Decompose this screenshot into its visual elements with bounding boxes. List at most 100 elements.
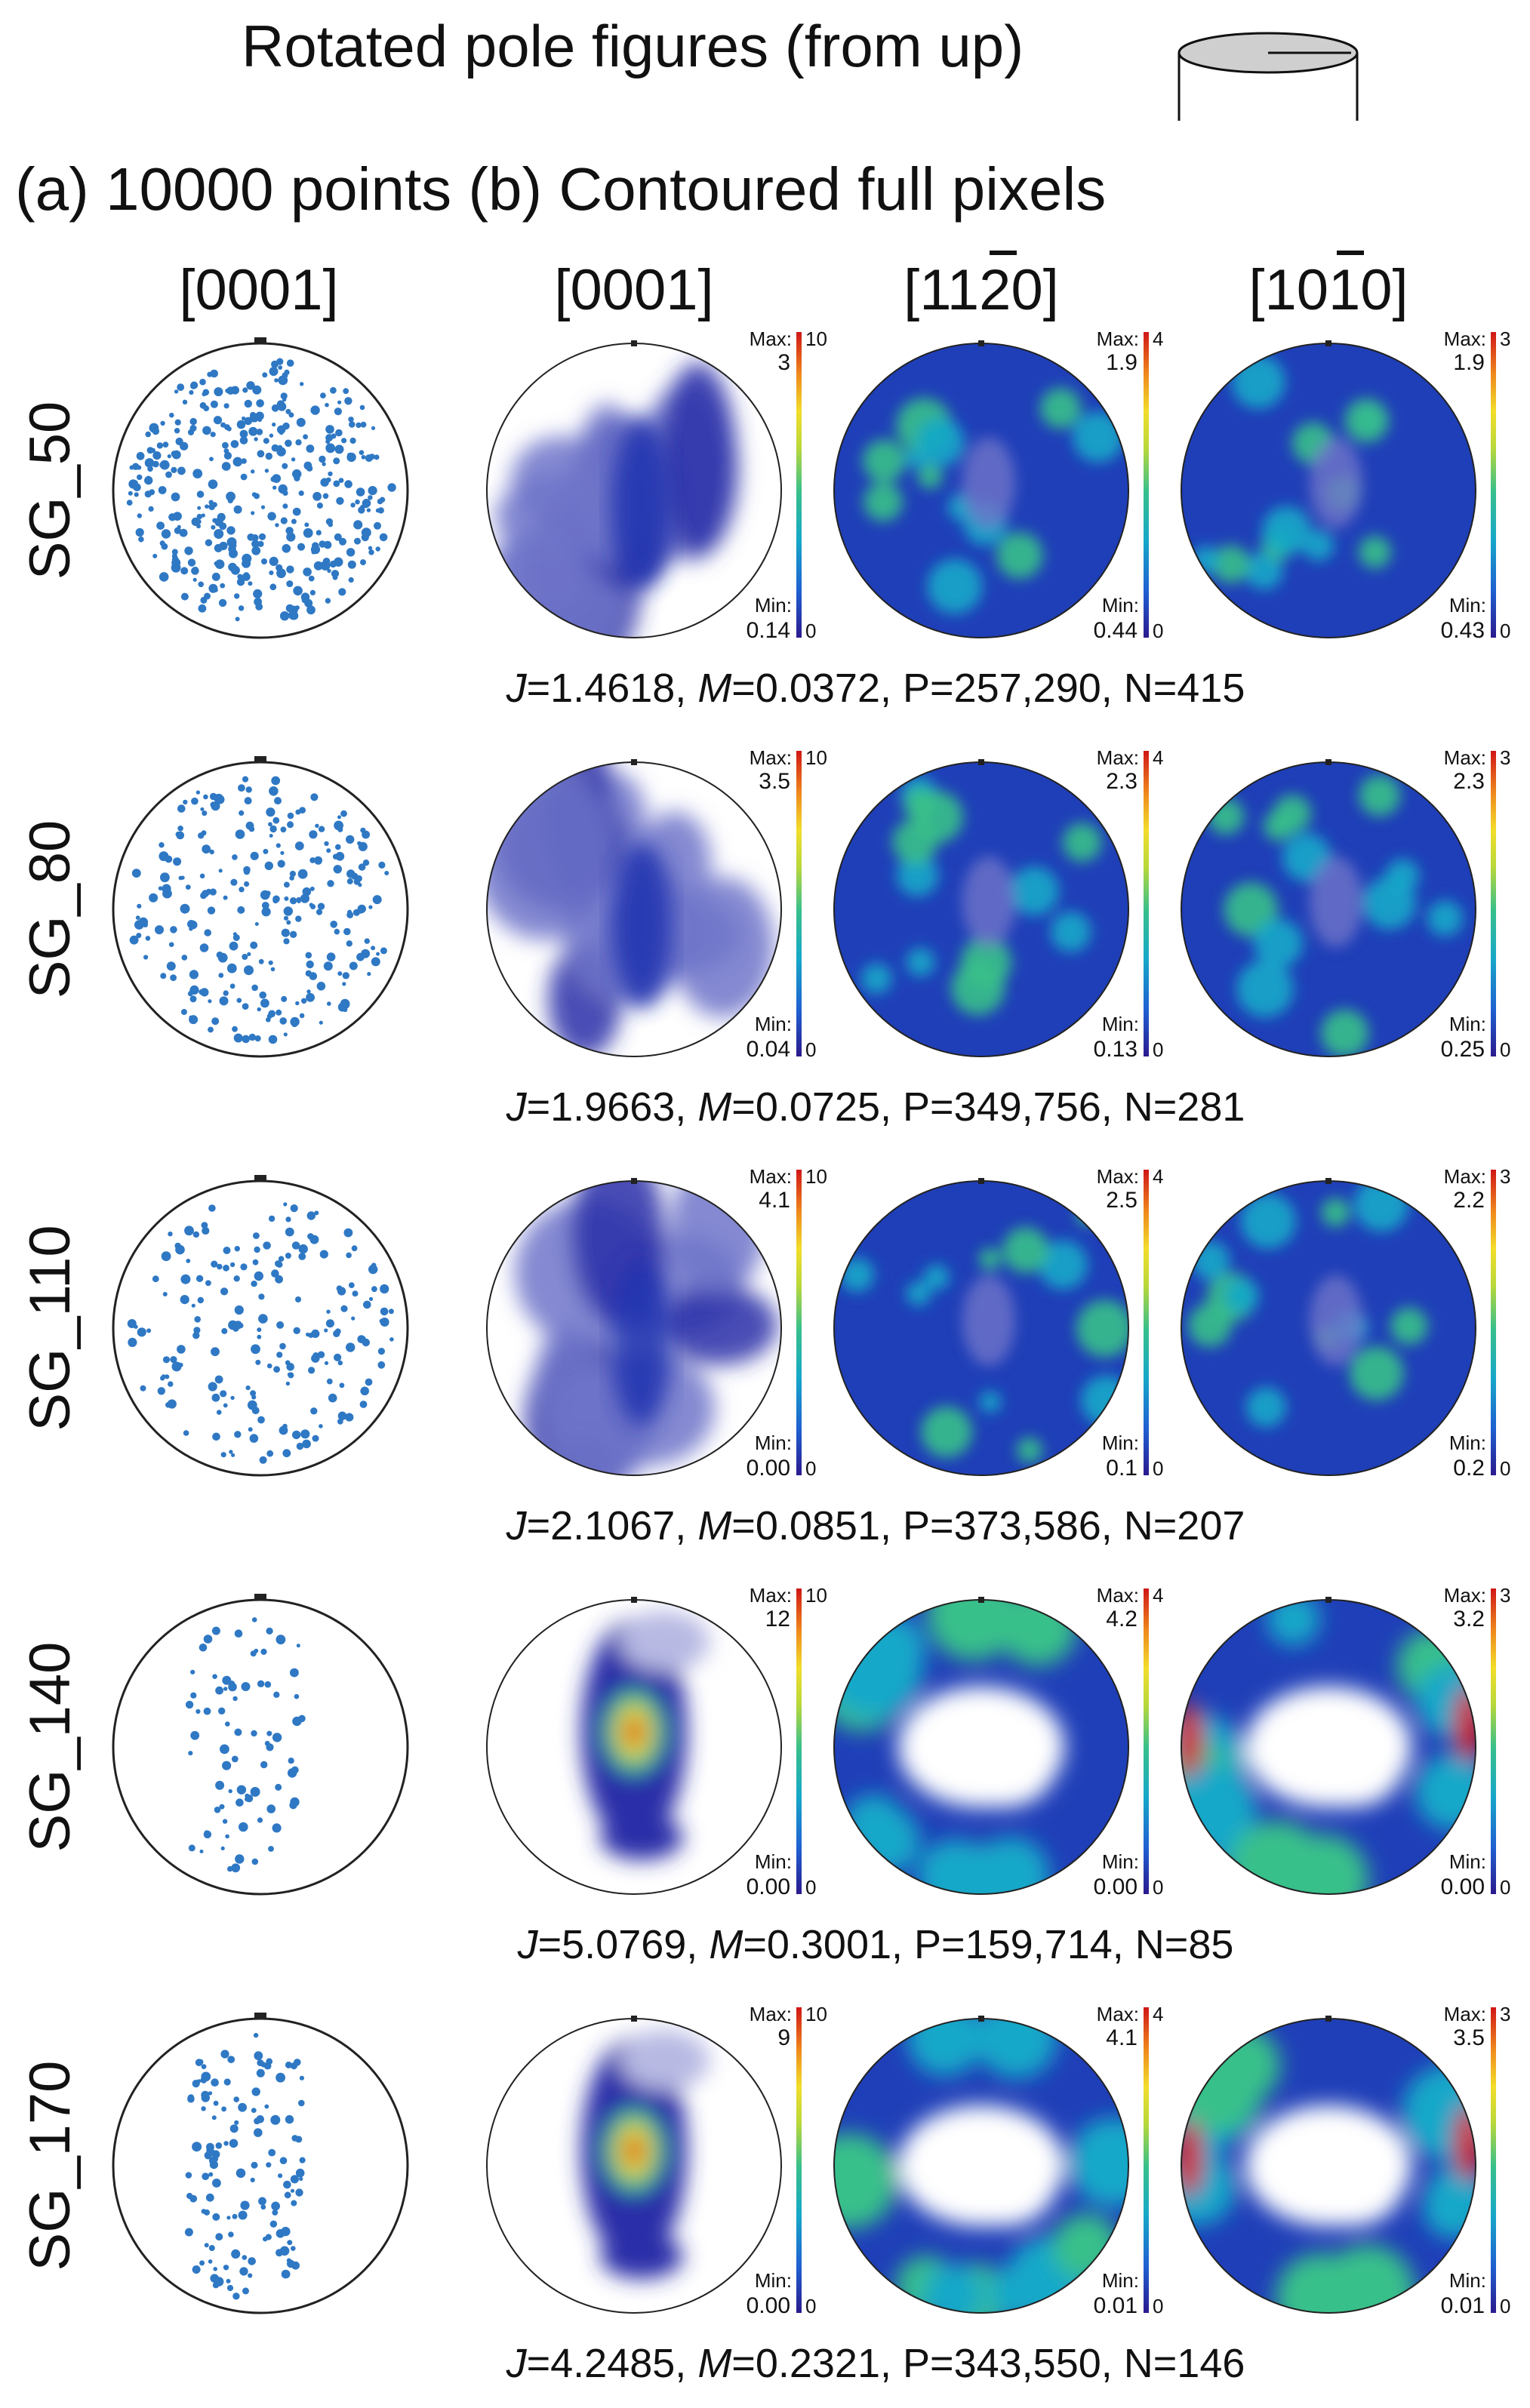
contour-pole-figure: [1181, 1597, 1476, 1895]
colorbar-scale-top: 4: [1153, 746, 1163, 769]
min-label: Min:: [1449, 594, 1486, 617]
min-label: Min:: [1449, 1850, 1486, 1873]
max-value: 2.2: [1453, 1188, 1485, 1213]
min-value: 0.2: [1453, 1456, 1485, 1481]
row-label: SG_80: [18, 820, 82, 999]
contour-pole-figure: [486, 2016, 782, 2314]
colorbar: 3 0 Max:3.2 Min:0.00: [1441, 1584, 1511, 1899]
max-value: 4.1: [759, 1188, 790, 1213]
max-label: Max:: [1444, 746, 1486, 769]
colorbar-scale-bottom: 0: [1500, 1038, 1510, 1061]
min-label: Min:: [755, 1850, 792, 1873]
min-label: Min:: [1449, 1013, 1486, 1035]
contour-pole-figure: [833, 1597, 1129, 1895]
colorbar-scale-top: 3: [1500, 1165, 1510, 1188]
colorbar-scale-top: 10: [805, 328, 827, 350]
column-header-11-20: [1120]: [904, 251, 1059, 322]
colorbar-scale-bottom: 0: [805, 620, 816, 642]
max-label: Max:: [1097, 2003, 1139, 2025]
colorbar: 10 0 Max:4.1 Min:0.00: [747, 1165, 827, 1481]
contour-pole-figure: [1181, 340, 1476, 638]
texture-stats: J=1.4618, M=0.0372, P=257,290, N=415: [506, 666, 1245, 711]
colorbar-scale-bottom: 0: [805, 1876, 816, 1899]
max-label: Max:: [750, 2003, 792, 2025]
colorbar: 10 0 Max:3.5 Min:0.04: [747, 746, 827, 1062]
min-label: Min:: [1102, 1850, 1139, 1873]
row-sg-80: SG_80100Max:3.5Min:0.0440Max:2.3Min:0.13…: [18, 746, 1511, 1130]
max-value: 12: [765, 1607, 790, 1631]
min-value: 0.00: [747, 2293, 790, 2318]
max-value: 4.2: [1106, 1607, 1137, 1631]
colorbar-scale-bottom: 0: [805, 1038, 816, 1061]
colorbar: 3 0 Max:2.3 Min:0.25: [1441, 746, 1511, 1062]
svg-text:[1120]: [1120]: [904, 258, 1059, 322]
min-value: 0.01: [1441, 2293, 1485, 2318]
max-value: 2.3: [1453, 769, 1485, 794]
colorbar: 3 0 Max:1.9 Min:0.43: [1441, 328, 1511, 643]
colorbar: 3 0 Max:2.2 Min:0.2: [1444, 1165, 1511, 1481]
row-sg-110: SG_110100Max:4.1Min:0.0040Max:2.5Min:0.1…: [18, 1165, 1511, 1548]
max-value: 3.5: [759, 769, 790, 794]
contour-pole-figure: [833, 759, 1129, 1057]
colorbar-scale-bottom: 0: [1153, 1457, 1163, 1480]
colorbar: 10 0 Max:9 Min:0.00: [747, 2003, 827, 2318]
contour-pole-figure: [486, 1597, 782, 1895]
max-label: Max:: [1097, 328, 1139, 350]
min-value: 0.25: [1441, 1037, 1485, 1062]
row-sg-50: SG_50100Max:3Min:0.1440Max:1.9Min:0.4430…: [18, 328, 1510, 711]
texture-stats: J=5.0769, M=0.3001, P=159,714, N=85: [517, 1922, 1234, 1967]
max-value: 1.9: [1453, 350, 1485, 375]
contour-pole-figure: [833, 2016, 1129, 2314]
colorbar-scale-bottom: 0: [805, 1457, 816, 1480]
contour-pole-figure: [1181, 759, 1476, 1057]
min-value: 0.1: [1106, 1456, 1137, 1481]
max-value: 3.5: [1453, 2025, 1485, 2050]
colorbar-scale-top: 10: [805, 1165, 827, 1188]
max-value: 4.1: [1106, 2025, 1137, 2050]
colorbar-scale-top: 3: [1500, 2003, 1510, 2025]
min-value: 0.14: [747, 618, 790, 643]
colorbar-scale-bottom: 0: [1500, 1876, 1510, 1899]
colorbar: 4 0 Max:1.9 Min:0.44: [1094, 328, 1164, 643]
min-label: Min:: [1449, 2269, 1486, 2292]
min-value: 0.00: [747, 1874, 790, 1899]
min-value: 0.00: [1094, 1874, 1137, 1899]
colorbar-scale-bottom: 0: [1153, 620, 1163, 642]
colorbar-scale-bottom: 0: [1153, 1038, 1163, 1061]
column-header-points: [0001]: [179, 258, 338, 322]
points-pole-figure: [112, 756, 409, 1058]
max-label: Max:: [1097, 1165, 1139, 1188]
colorbar-scale-top: 3: [1500, 746, 1510, 769]
min-label: Min:: [755, 2269, 792, 2292]
max-label: Max:: [1097, 746, 1139, 769]
max-value: 1.9: [1106, 350, 1137, 375]
colorbar: 4 0 Max:4.1 Min:0.01: [1094, 2003, 1164, 2318]
max-label: Max:: [750, 746, 792, 769]
points-pole-figure: [112, 1594, 409, 1896]
colorbar-scale-top: 10: [805, 746, 827, 769]
figure-title: Rotated pole figures (from up): [242, 13, 1024, 79]
max-value: 2.5: [1106, 1188, 1137, 1213]
min-value: 0.43: [1441, 618, 1485, 643]
max-label: Max:: [750, 1165, 792, 1188]
colorbar-scale-top: 4: [1153, 2003, 1163, 2025]
colorbar-scale-top: 10: [805, 2003, 827, 2025]
row-label: SG_140: [18, 1642, 82, 1853]
max-label: Max:: [1097, 1584, 1139, 1607]
colorbar-scale-top: 3: [1500, 328, 1510, 350]
min-label: Min:: [1102, 594, 1139, 617]
colorbar: 4 0 Max:2.5 Min:0.1: [1097, 1165, 1164, 1481]
min-label: Min:: [1102, 1013, 1139, 1035]
min-value: 0.00: [747, 1456, 790, 1481]
points-pole-figure: [112, 2013, 409, 2314]
max-value: 2.3: [1106, 769, 1137, 794]
colorbar-scale-bottom: 0: [1500, 1457, 1510, 1480]
min-value: 0.13: [1094, 1037, 1137, 1062]
column-header-10-10: [1010]: [1248, 251, 1408, 322]
colorbar: 4 0 Max:2.3 Min:0.13: [1094, 746, 1164, 1062]
contour-pole-figure: [486, 759, 782, 1057]
min-label: Min:: [755, 1013, 792, 1035]
colorbar-scale-top: 4: [1153, 328, 1163, 350]
figure-subtitle: (a) 10000 points (b) Contoured full pixe…: [15, 155, 1106, 223]
